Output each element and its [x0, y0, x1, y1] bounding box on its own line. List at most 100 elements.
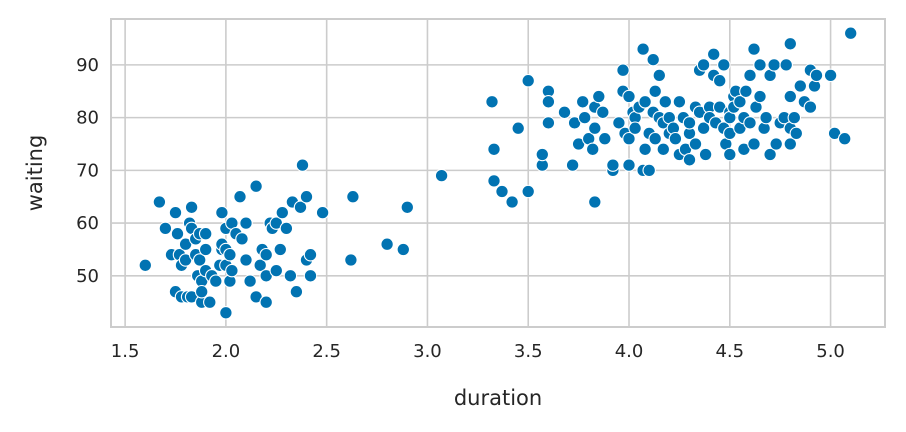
data-point: [434, 168, 449, 183]
data-point: [823, 68, 838, 83]
data-point: [706, 47, 721, 62]
data-point: [295, 158, 310, 172]
data-point: [299, 189, 314, 204]
data-point: [184, 200, 199, 215]
data-point: [557, 105, 572, 120]
y-tick-label: 60: [76, 213, 99, 234]
data-point: [592, 89, 606, 104]
data-point: [259, 295, 273, 309]
data-point: [511, 121, 525, 135]
data-point: [225, 263, 239, 278]
data-point: [485, 95, 499, 109]
data-point: [198, 226, 213, 241]
data-point: [344, 253, 358, 267]
data-point: [638, 142, 652, 157]
data-point: [622, 131, 636, 146]
data-point: [233, 189, 247, 204]
data-point: [400, 200, 415, 215]
plot-frame: [110, 18, 886, 328]
data-point: [803, 100, 818, 114]
data-point: [648, 84, 662, 99]
y-tick-label: 90: [76, 55, 99, 76]
x-tick-label: 1.5: [111, 341, 140, 362]
x-tick-labels: 1.5 2.0 2.5 3.0 3.5 4.0 4.5 5.0: [111, 341, 845, 362]
data-point: [612, 116, 626, 130]
x-axis-label: duration: [454, 386, 542, 410]
data-point: [747, 137, 761, 151]
data-point: [541, 116, 556, 130]
data-point: [696, 58, 711, 72]
data-point: [239, 216, 253, 230]
data-point: [628, 121, 642, 135]
data-point: [577, 110, 592, 125]
data-point: [636, 42, 650, 56]
data-point: [743, 116, 757, 130]
data-point: [259, 247, 273, 262]
data-point: [596, 105, 610, 120]
data-point: [789, 126, 804, 141]
data-point: [158, 221, 173, 236]
x-tick-label: 3.5: [514, 341, 543, 362]
data-point: [598, 131, 612, 146]
data-point: [759, 110, 773, 125]
data-point: [168, 205, 183, 220]
data-point: [739, 84, 753, 99]
data-point: [672, 95, 687, 109]
data-point: [170, 226, 185, 241]
data-point: [535, 147, 550, 162]
data-point: [652, 68, 667, 83]
data-point: [283, 269, 298, 283]
data-point: [743, 68, 757, 83]
data-point: [747, 42, 761, 56]
data-point: [712, 73, 727, 88]
data-point: [769, 137, 783, 151]
data-point: [837, 131, 852, 146]
data-point: [235, 232, 249, 246]
x-tick-label: 3.0: [413, 341, 442, 362]
data-point: [487, 174, 501, 188]
data-point: [783, 37, 798, 51]
data-point: [293, 200, 308, 215]
data-point: [642, 163, 656, 178]
y-tick-label: 80: [76, 108, 99, 129]
data-point: [303, 269, 318, 283]
data-point: [779, 58, 793, 72]
data-point: [521, 184, 535, 199]
x-tick-label: 2.5: [312, 341, 341, 362]
data-point: [505, 195, 519, 209]
data-point: [315, 205, 330, 220]
data-point: [565, 158, 580, 172]
x-tick-label: 4.0: [615, 341, 644, 362]
y-tick-label: 70: [76, 160, 99, 181]
data-point: [275, 205, 290, 220]
x-tick-label: 2.0: [212, 341, 241, 362]
data-point: [723, 147, 737, 162]
data-point: [495, 184, 509, 199]
data-point: [616, 63, 630, 77]
data-point: [303, 247, 318, 262]
data-point: [346, 189, 360, 204]
data-point: [622, 158, 636, 172]
data-point: [698, 147, 713, 162]
data-point: [203, 295, 217, 309]
data-point: [215, 205, 229, 220]
data-point: [646, 52, 660, 67]
data-point: [541, 95, 556, 109]
data-point: [219, 306, 233, 320]
data-point: [622, 89, 636, 104]
y-tick-label: 50: [76, 266, 99, 287]
data-point: [279, 221, 294, 236]
data-point: [717, 58, 731, 72]
data-point: [152, 195, 167, 209]
data-point: [249, 179, 263, 193]
data-point: [682, 116, 697, 130]
y-axis-label: waiting: [23, 135, 47, 212]
data-point: [192, 253, 207, 267]
data-point: [194, 284, 209, 299]
data-point: [783, 89, 798, 104]
x-tick-label: 4.5: [715, 341, 744, 362]
y-tick-labels: 50 60 70 80 90: [76, 55, 99, 287]
data-point: [380, 237, 394, 251]
data-point: [239, 253, 253, 267]
